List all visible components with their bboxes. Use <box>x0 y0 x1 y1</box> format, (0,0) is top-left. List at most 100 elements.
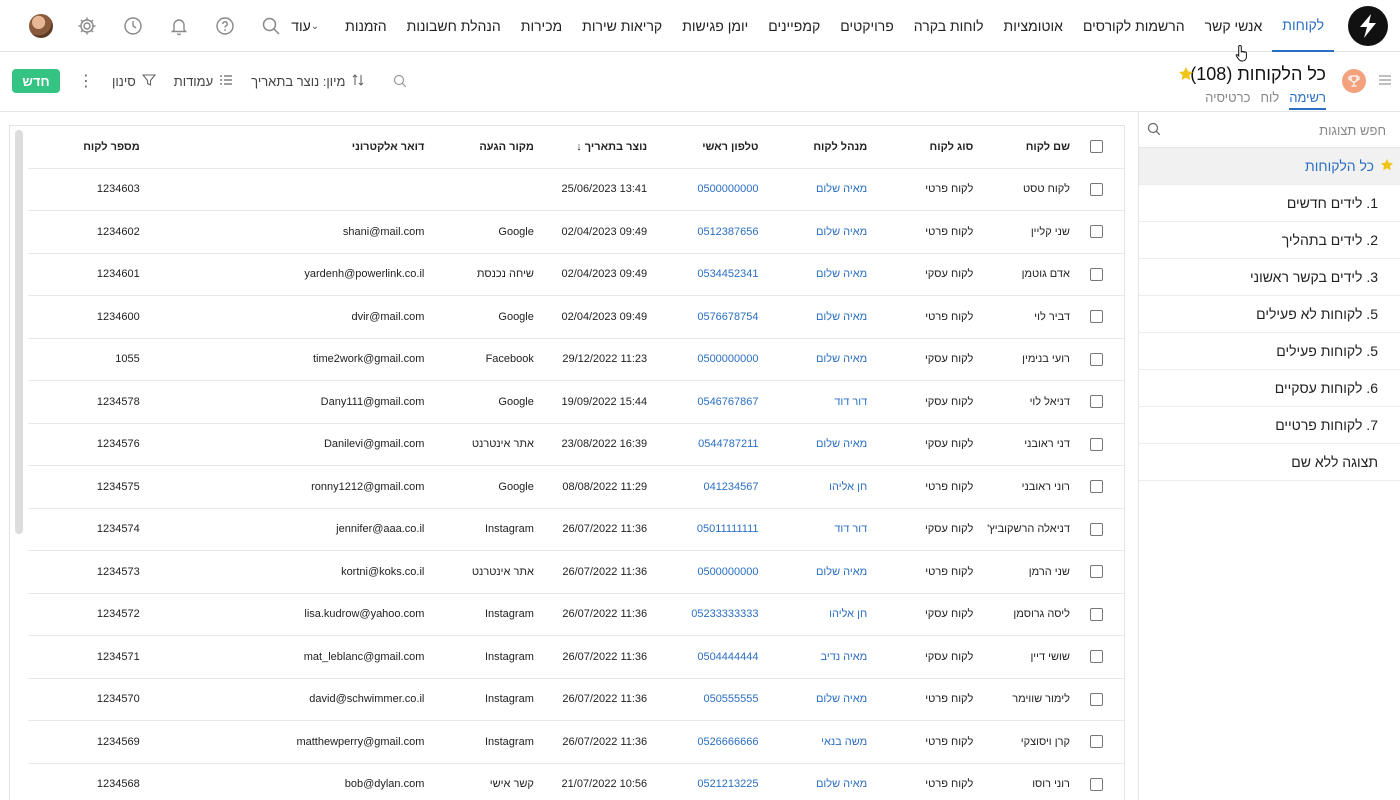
select-all-checkbox[interactable] <box>1069 126 1124 169</box>
cell-manager-text[interactable]: מאיה שלום <box>815 310 868 323</box>
cell-manager[interactable]: מאיה שלום <box>758 423 868 466</box>
cell-phone-text[interactable]: 05011111111 <box>696 523 759 536</box>
cell-phone[interactable]: 0500000000 <box>647 338 759 381</box>
new-button[interactable]: חדש <box>12 69 60 93</box>
row-checkbox[interactable] <box>1069 763 1124 800</box>
col-header-email[interactable]: דואר אלקטרוני <box>224 126 425 169</box>
row-checkbox[interactable] <box>1069 635 1124 679</box>
checkbox[interactable] <box>1090 650 1104 664</box>
nav-item-0[interactable]: לקוחות <box>1272 0 1334 52</box>
table-row[interactable]: שני הרמן לקוח פרטי מאיה שלום 0500000000 26/0… <box>28 550 1124 594</box>
table-row[interactable]: דניאלה הרשקוביץ' לקוח עסקי דור דוד 05011111… <box>28 508 1124 551</box>
cell-manager-text[interactable]: משה בנאי <box>821 735 868 748</box>
cell-manager-text[interactable]: מאיה שלום <box>815 778 868 791</box>
cell-manager[interactable]: משה בנאי <box>758 720 868 764</box>
sidebar-view-item[interactable]: 6. לקוחות עסקיים <box>1139 370 1400 407</box>
cell-manager[interactable]: מאיה שלום <box>758 338 868 381</box>
table-row[interactable]: רוני ראובני לקוח פרטי חן אליהו 041234567 08/… <box>28 465 1124 509</box>
row-checkbox[interactable] <box>1069 720 1124 764</box>
cell-phone[interactable]: 0500000000 <box>647 168 759 211</box>
col-header-source[interactable]: מקור הגעה <box>424 126 534 169</box>
cell-manager[interactable]: מאיה נדיב <box>758 635 868 679</box>
sidebar-view-item[interactable]: תצוגה ללא שם <box>1139 444 1400 481</box>
col-header-number[interactable]: מספר לקוח <box>28 126 225 169</box>
table-row[interactable]: רוני רוסו לקוח פרטי מאיה שלום 0521213225 21/… <box>28 763 1124 800</box>
cell-manager-text[interactable]: מאיה שלום <box>815 183 868 196</box>
nav-item-5[interactable]: פרויקטים <box>840 18 894 34</box>
table-row[interactable]: שני קליין לקוח פרטי מאיה שלום 0512387656 02/… <box>28 210 1124 254</box>
help-icon[interactable] <box>202 0 248 52</box>
cell-phone[interactable]: 041234567 <box>647 465 759 509</box>
search-icon[interactable] <box>248 0 294 52</box>
cell-manager-text[interactable]: מאיה שלום <box>815 565 868 578</box>
table-row[interactable]: אדם גוטמן לקוח עסקי מאיה שלום 0534452341 02/… <box>28 253 1124 296</box>
nav-item-7[interactable]: יומן פגישות <box>682 18 749 34</box>
sidebar-view-item[interactable]: כל הלקוחות <box>1139 148 1400 185</box>
cell-manager-text[interactable]: מאיה שלום <box>815 353 868 366</box>
nav-item-9[interactable]: מכירות <box>520 18 563 34</box>
nav-item-4[interactable]: לוחות בקרה <box>913 18 984 34</box>
checkbox[interactable] <box>1090 777 1104 791</box>
cell-phone-text[interactable]: 0500000000 <box>697 183 759 196</box>
row-checkbox[interactable] <box>1069 380 1124 424</box>
cell-phone[interactable]: 0500000000 <box>647 550 759 594</box>
kebab-icon[interactable]: ⋮ <box>78 73 94 90</box>
star-icon[interactable] <box>1178 66 1194 85</box>
col-header-type[interactable]: סוג לקוח <box>867 126 974 169</box>
sidebar-view-item[interactable]: 1. לידים חדשים <box>1139 185 1400 222</box>
cell-phone-text[interactable]: 0512387656 <box>697 225 759 238</box>
checkbox[interactable] <box>1090 352 1104 366</box>
cell-phone-text[interactable]: 0521213225 <box>697 778 759 791</box>
nav-item-6[interactable]: קמפיינים <box>768 18 821 34</box>
row-checkbox[interactable] <box>1069 338 1124 381</box>
col-header-phone[interactable]: טלפון ראשי <box>647 126 759 169</box>
cell-manager[interactable]: דור דוד <box>758 508 868 551</box>
views-search-input[interactable] <box>1169 120 1386 140</box>
cell-phone[interactable]: 0576678754 <box>647 295 759 339</box>
cell-manager[interactable]: דור דוד <box>758 380 868 424</box>
nav-item-3[interactable]: אוטומציות <box>1003 18 1063 34</box>
cell-manager[interactable]: מאיה שלום <box>758 168 868 211</box>
nav-item-1[interactable]: אנשי קשר <box>1204 18 1263 34</box>
cell-phone[interactable]: 05233333333 <box>647 593 759 636</box>
checkbox[interactable] <box>1090 267 1104 281</box>
cell-phone-text[interactable]: 041234567 <box>703 480 759 493</box>
row-checkbox[interactable] <box>1069 678 1124 721</box>
cell-manager-text[interactable]: דור דוד <box>834 395 868 408</box>
row-checkbox[interactable] <box>1069 423 1124 466</box>
menu-icon[interactable] <box>1378 74 1392 89</box>
checkbox[interactable] <box>1090 182 1104 196</box>
cell-manager-text[interactable]: מאיה שלום <box>815 438 868 451</box>
cell-manager[interactable]: מאיה שלום <box>758 550 868 594</box>
cell-manager-text[interactable]: חן אליהו <box>829 480 868 493</box>
table-row[interactable]: שושי דיין לקוח עסקי מאיה נדיב 0504444444 26/… <box>28 635 1124 679</box>
table-search-icon[interactable] <box>393 74 407 88</box>
checkbox[interactable] <box>1090 437 1104 451</box>
cell-phone-text[interactable]: 0504444444 <box>697 650 759 663</box>
row-checkbox[interactable] <box>1069 168 1124 211</box>
table-row[interactable]: דביר לוי לקוח פרטי מאיה שלום 0576678754 02/0… <box>28 295 1124 339</box>
row-checkbox[interactable] <box>1069 550 1124 594</box>
table-row[interactable]: לימור שווימר לקוח פרטי מאיה שלום 050555555 2… <box>28 678 1124 721</box>
cell-manager[interactable]: מאיה שלום <box>758 763 868 800</box>
cell-manager-text[interactable]: חן אליהו <box>829 608 868 621</box>
row-checkbox[interactable] <box>1069 465 1124 509</box>
row-checkbox[interactable] <box>1069 593 1124 636</box>
sidebar-view-item[interactable]: 2. לידים בתהליך <box>1139 222 1400 259</box>
sort-button[interactable]: מיון: נוצר בתאריך <box>251 73 365 90</box>
row-checkbox[interactable] <box>1069 253 1124 296</box>
cell-manager[interactable]: מאיה שלום <box>758 253 868 296</box>
cell-manager-text[interactable]: מאיה שלום <box>815 268 868 281</box>
cell-phone[interactable]: 0521213225 <box>647 763 759 800</box>
row-checkbox[interactable] <box>1069 295 1124 339</box>
col-header-created[interactable]: נוצר בתאריך ↓ <box>533 126 648 169</box>
tab-board[interactable]: לוח <box>1260 90 1280 105</box>
cell-phone-text[interactable]: 0526666666 <box>697 735 759 748</box>
cell-phone[interactable]: 0512387656 <box>647 210 759 254</box>
checkbox[interactable] <box>1090 565 1104 579</box>
nav-more[interactable]: עוד ⌄ <box>281 0 335 52</box>
columns-button[interactable]: עמודות <box>174 74 233 89</box>
cell-phone[interactable]: 050555555 <box>647 678 759 721</box>
cell-phone-text[interactable]: 0576678754 <box>697 310 759 323</box>
cell-manager[interactable]: מאיה שלום <box>758 678 868 721</box>
